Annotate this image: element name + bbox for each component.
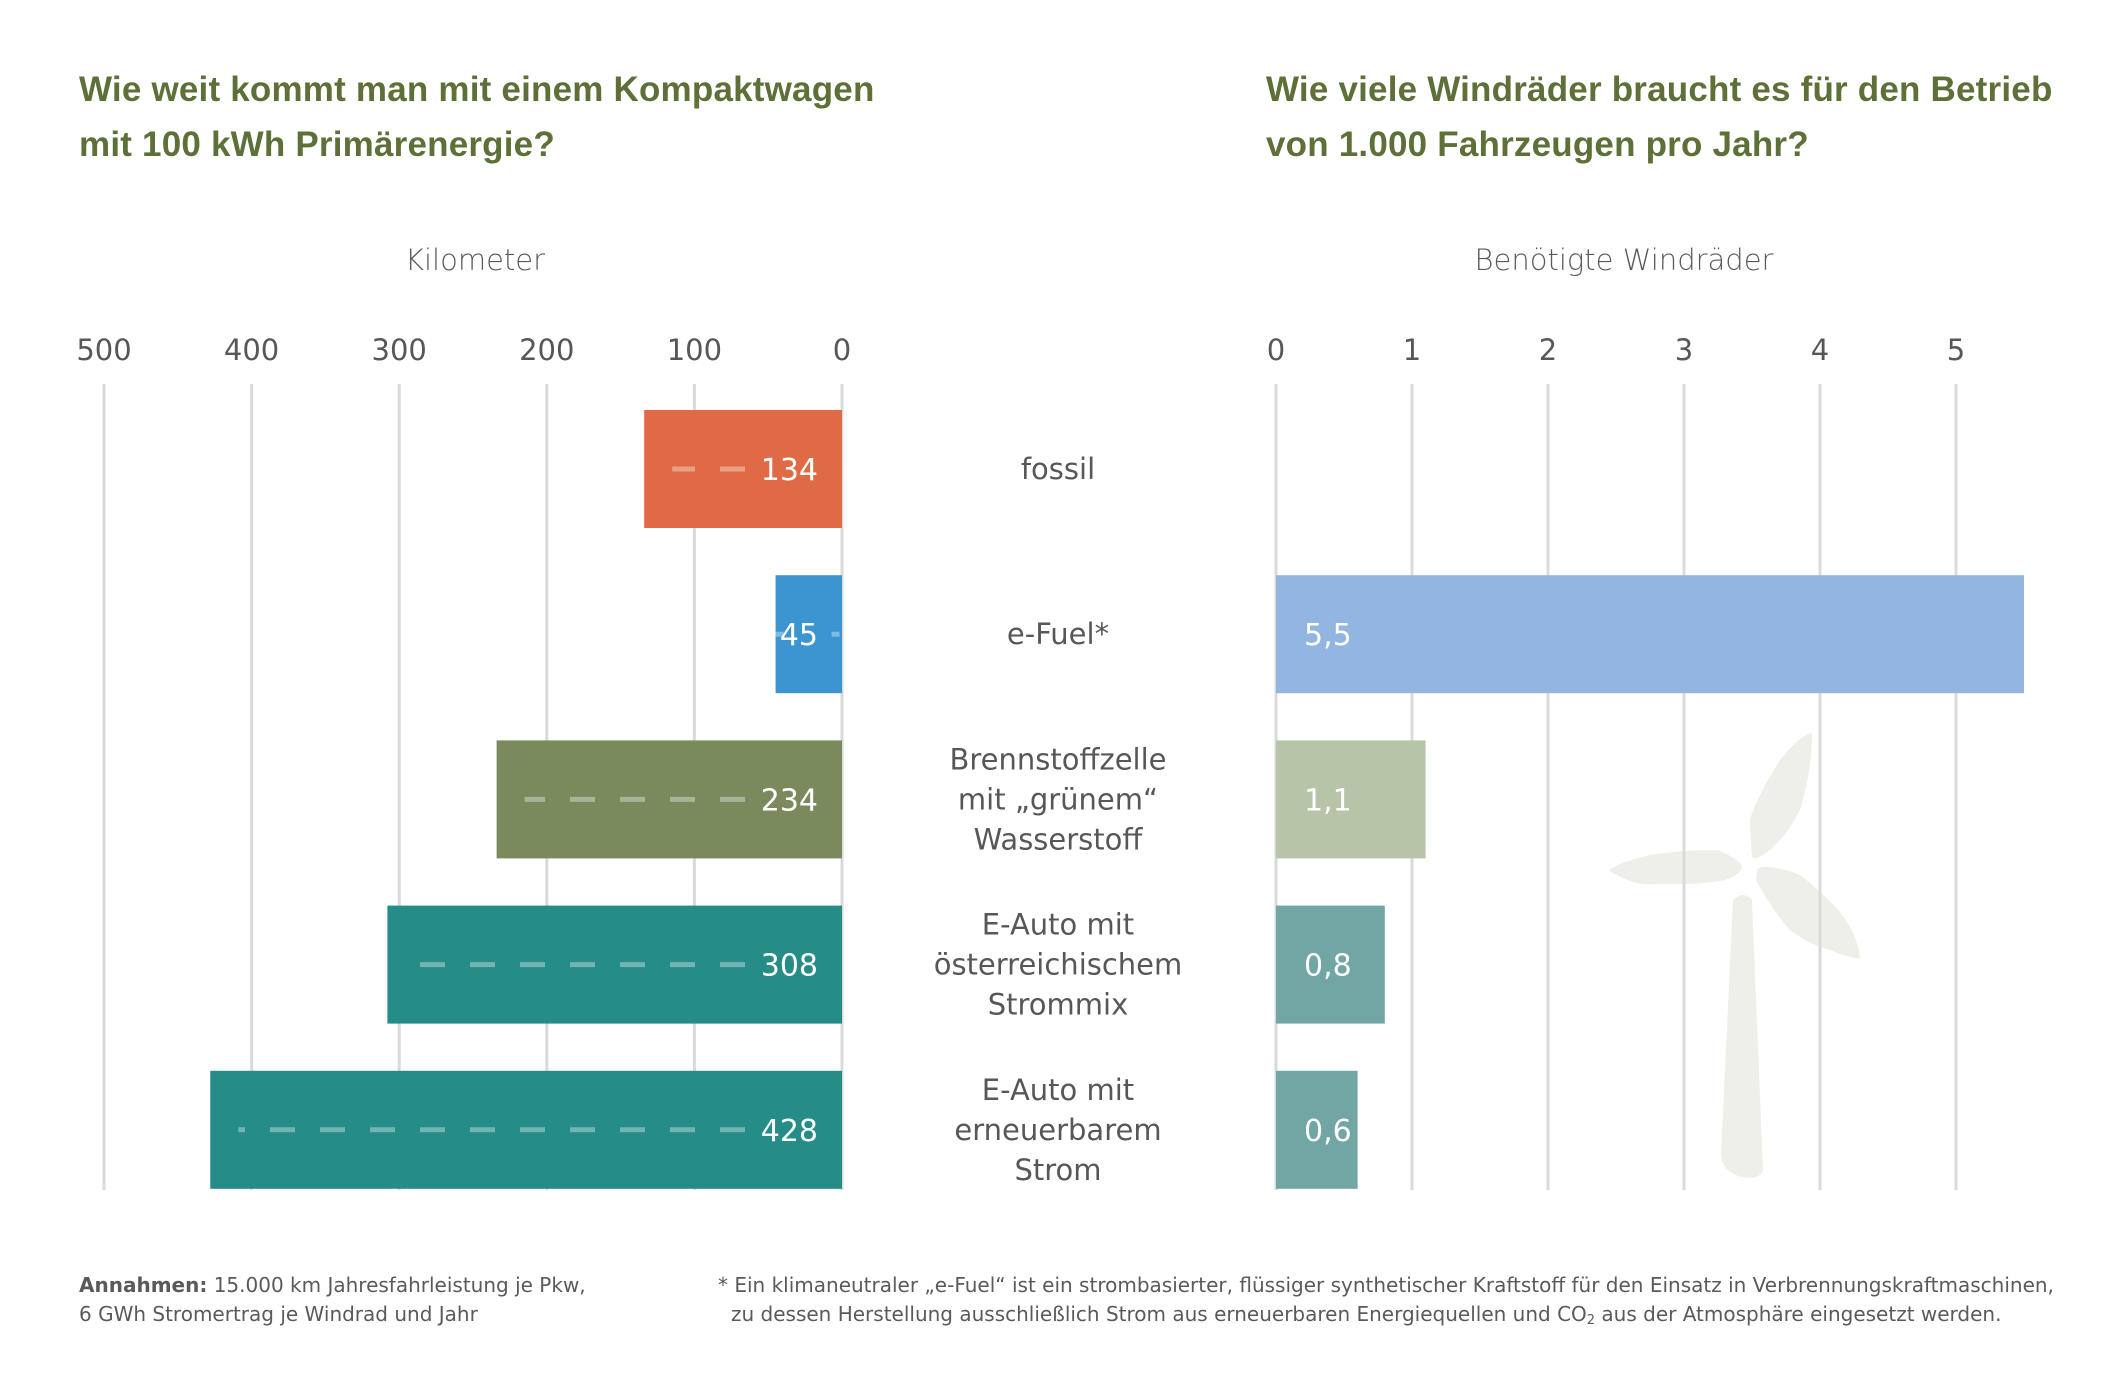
- footnote-subscript: 2: [1586, 1313, 1596, 1328]
- left-tick-label: 0: [833, 333, 851, 367]
- left-tick-label: 400: [224, 333, 279, 367]
- right-tick-label: 1: [1403, 333, 1421, 367]
- left-bar: [775, 575, 842, 694]
- category-label: fossil: [1021, 452, 1095, 486]
- right-chart-title: Wie viele Windräder braucht es für den B…: [1266, 62, 2053, 172]
- right-axis-title: Benötigte Windräder: [1474, 243, 1774, 277]
- left-tick-label: 100: [667, 333, 722, 367]
- left-title-line-1: Wie weit kommt man mit einem Kompaktwage…: [79, 70, 875, 109]
- right-bar-value-label: 0,6: [1304, 1114, 1352, 1149]
- left-tick-label: 300: [372, 333, 427, 367]
- footnote-line-2-b: aus der Atmosphäre eingesetzt werden.: [1595, 1302, 2002, 1326]
- category-label: E-Auto mit österreichischem Strommix: [934, 908, 1183, 1022]
- assumptions-text-1: 15.000 km Jahresfahrleistung je Pkw,: [207, 1273, 586, 1297]
- left-bar: [210, 1070, 843, 1189]
- category-label-line: Strom: [1014, 1153, 1101, 1187]
- right-bar-value-label: 5,5: [1304, 618, 1352, 653]
- category-label-line: Brennstoffzelle: [949, 742, 1166, 776]
- right-bar: [1276, 575, 2024, 694]
- left-bar-value-label: 134: [761, 453, 818, 488]
- right-tick-label: 3: [1675, 333, 1693, 367]
- right-tick-label: 2: [1539, 333, 1557, 367]
- right-bar: [1276, 740, 1426, 859]
- footnote-line-1: * Ein klimaneutraler „e-Fuel“ ist ein st…: [718, 1273, 2054, 1297]
- footnote-line-2-a: zu dessen Herstellung ausschließlich Str…: [731, 1302, 1587, 1326]
- right-bar: [1276, 905, 1385, 1024]
- left-bar-value-label: 45: [780, 618, 818, 653]
- turbine-tower: [1721, 895, 1763, 1178]
- wind-turbine-icon: [1609, 733, 1860, 1178]
- right-title-line-1: Wie viele Windräder braucht es für den B…: [1266, 70, 2053, 109]
- category-label-line: Wasserstoff: [974, 822, 1144, 856]
- turbine-blade: [1750, 733, 1812, 859]
- right-title-line-2: von 1.000 Fahrzeugen pro Jahr?: [1266, 125, 1809, 164]
- footnote-line-2: zu dessen Herstellung ausschließlich Str…: [718, 1300, 2054, 1335]
- category-label-line: E-Auto mit: [982, 1073, 1134, 1107]
- charts-canvas: 500 400 300 200 100 0 0 1 2 3 4 5134452343084285,51…: [76, 333, 2024, 1190]
- category-label: E-Auto mit erneuerbarem Strom: [954, 1073, 1161, 1187]
- category-label-line: e-Fuel*: [1007, 617, 1109, 651]
- left-bar: [644, 410, 842, 528]
- category-label-line: mit „grünem“: [958, 782, 1158, 816]
- left-chart-title: Wie weit kommt man mit einem Kompaktwage…: [79, 62, 875, 172]
- left-title-line-2: mit 100 kWh Primärenergie?: [79, 125, 555, 164]
- assumptions-line-2: 6 GWh Stromertrag je Windrad und Jahr: [79, 1302, 478, 1326]
- category-label-line: fossil: [1021, 452, 1095, 486]
- left-tick-label: 500: [76, 333, 131, 367]
- right-tick-label: 4: [1811, 333, 1829, 367]
- category-label: Brennstoffzelle mit „grünem“ Wasserstoff: [949, 742, 1166, 856]
- right-bar: [1276, 1070, 1358, 1189]
- left-bar-value-label: 234: [761, 783, 818, 818]
- right-tick-label: 5: [1947, 333, 1965, 367]
- left-bar: [496, 740, 842, 859]
- assumptions-label: Annahmen:: [79, 1273, 208, 1297]
- assumptions-line-1: Annahmen: 15.000 km Jahresfahrleistung j…: [79, 1271, 586, 1300]
- category-label-line: E-Auto mit: [982, 908, 1134, 942]
- left-bar-value-label: 428: [761, 1114, 818, 1149]
- left-bar: [387, 905, 842, 1024]
- category-label: e-Fuel*: [1007, 617, 1109, 651]
- right-bar-value-label: 1,1: [1304, 783, 1352, 818]
- left-axis-title: Kilometer: [404, 243, 546, 277]
- category-label-line: erneuerbarem: [954, 1113, 1161, 1147]
- right-tick-label: 0: [1267, 333, 1285, 367]
- right-bar-value-label: 0,8: [1304, 949, 1352, 984]
- efuel-footnote: * Ein klimaneutraler „e-Fuel“ ist ein st…: [718, 1271, 2054, 1335]
- category-label-line: Strommix: [988, 988, 1129, 1022]
- assumptions-note: Annahmen: 15.000 km Jahresfahrleistung j…: [79, 1271, 586, 1329]
- category-label-line: österreichischem: [934, 948, 1183, 982]
- left-bar-value-label: 308: [761, 949, 818, 984]
- left-tick-label: 200: [519, 333, 574, 367]
- turbine-blade: [1756, 866, 1860, 959]
- turbine-blade: [1609, 850, 1742, 885]
